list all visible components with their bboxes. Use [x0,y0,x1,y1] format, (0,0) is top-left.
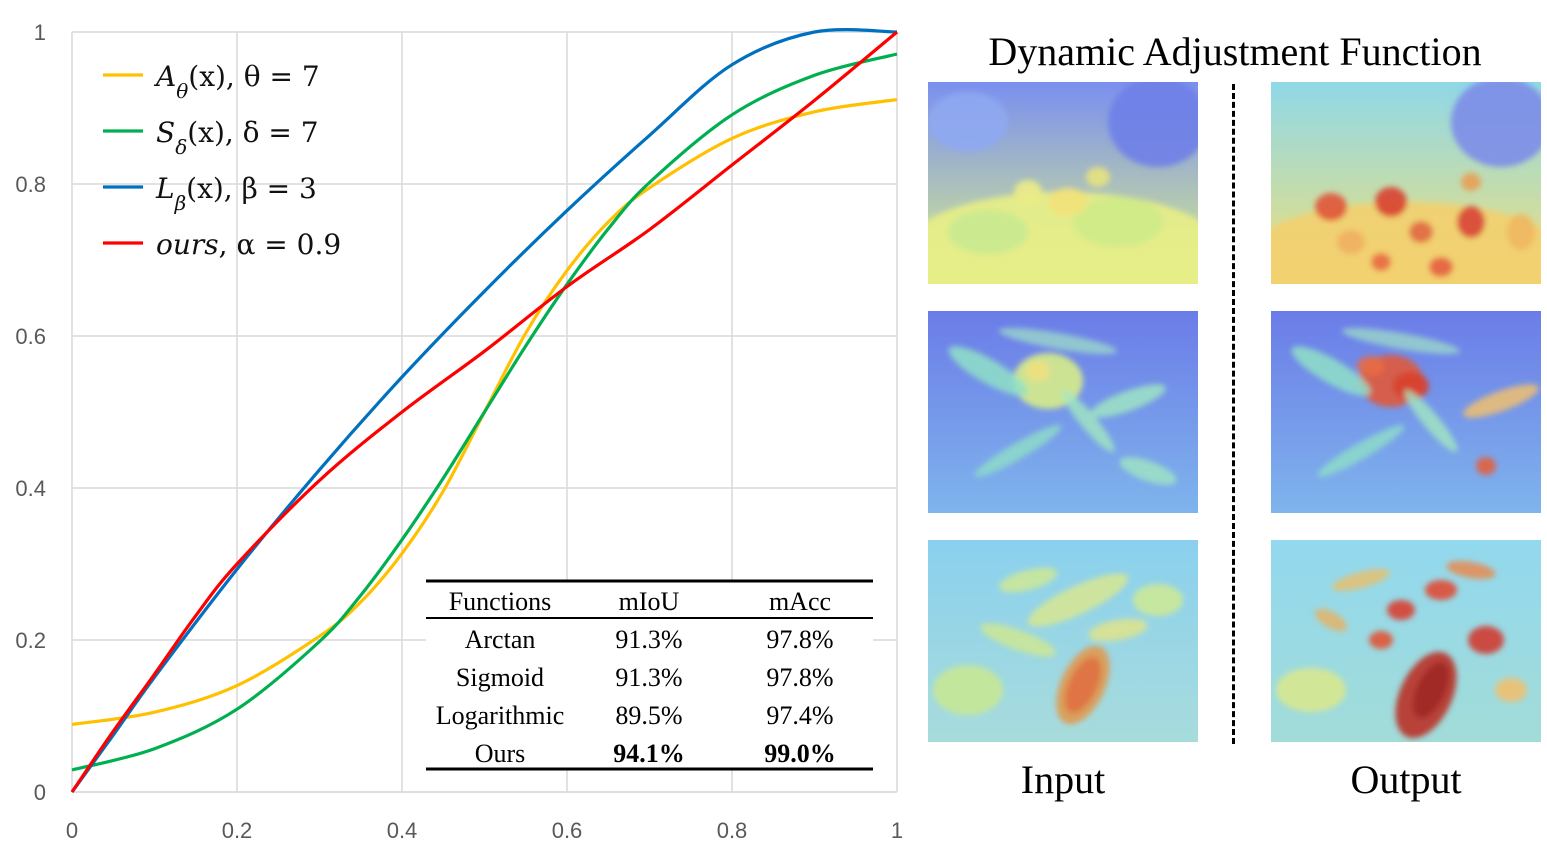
input-output-divider [1232,84,1235,744]
output-heatmap-3 [1271,540,1541,742]
legend-rest: (x), β = 3 [186,172,317,205]
legend-label: A [153,60,176,93]
y-tick-label: 0.4 [15,476,46,501]
output-caption: Output [1350,757,1462,802]
legend-subscript: β [174,191,187,215]
table-cell: 91.3% [615,663,682,692]
figure-title: Dynamic Adjustment Function [988,29,1482,74]
table-cell: 99.0% [764,739,836,768]
line-chart: 0 0.2 0.4 0.6 0.8 1 0 0.2 0.4 0.6 0.8 1 Aθ(x), θ = … [15,20,903,843]
x-tick-label: 0.8 [717,818,748,843]
table-cell: 94.1% [613,739,685,768]
x-tick-label: 0.4 [387,818,418,843]
legend-rest: (x), θ = 7 [188,60,319,93]
table-cell: 97.8% [766,663,833,692]
y-tick-label: 0.8 [15,172,46,197]
legend-entry-3: ours, α = 0.9 [156,228,341,261]
output-heatmap-2 [1271,311,1541,513]
input-heatmap-3 [928,540,1198,742]
series-line-1 [71,52,898,772]
x-tick-label: 0 [66,818,78,843]
legend-entry-2: Lβ(x), β = 3 [155,172,317,215]
legend-label: L [155,172,175,205]
table-header-cell: mAcc [769,587,831,616]
y-tick-label: 0.2 [15,628,46,653]
table-background [426,580,873,770]
table-header-cell: mIoU [619,587,680,616]
chart-grid [71,31,898,793]
legend-rest: , α = 0.9 [219,228,342,261]
table-cell: Arctan [465,625,536,654]
chart-legend: Aθ(x), θ = 7 Sδ(x), δ = 7 Lβ(x), β = 3 ours… [103,60,341,261]
legend-label: S [156,116,175,149]
results-table: Functions mIoU mAcc Arctan 91.3% 97.8% Sigmoid… [426,579,873,771]
table-cell: Logarithmic [436,701,565,730]
series-line-2 [70,28,898,793]
table-cell: 91.3% [615,625,682,654]
x-tick-label: 0.6 [552,818,583,843]
table-cell: 97.8% [766,625,833,654]
output-heatmap-1 [1271,82,1541,284]
series-line-3 [70,30,899,793]
series-layer [70,28,899,793]
input-heatmap-2 [928,311,1198,513]
y-tick-label: 1 [34,20,46,45]
table-cell: 97.4% [766,701,833,730]
input-caption: Input [1020,757,1106,802]
x-tick-label: 0.2 [222,818,253,843]
chart-axes: 0 0.2 0.4 0.6 0.8 1 0 0.2 0.4 0.6 0.8 1 [15,20,903,843]
legend-entry-1: Sδ(x), δ = 7 [156,116,319,159]
y-tick-label: 0.6 [15,324,46,349]
table-cell: 89.5% [615,701,682,730]
input-heatmap-1 [928,82,1198,284]
y-tick-label: 0 [34,780,46,805]
legend-subscript: θ [176,79,188,103]
legend-rest: (x), δ = 7 [187,116,318,149]
table-cell: Ours [475,739,526,768]
legend-entry-0: Aθ(x), θ = 7 [153,60,320,103]
legend-subscript: δ [175,135,187,159]
x-tick-label: 1 [891,818,903,843]
table-cell: Sigmoid [456,663,544,692]
table-header-cell: Functions [449,587,552,616]
legend-label: ours [156,228,219,261]
